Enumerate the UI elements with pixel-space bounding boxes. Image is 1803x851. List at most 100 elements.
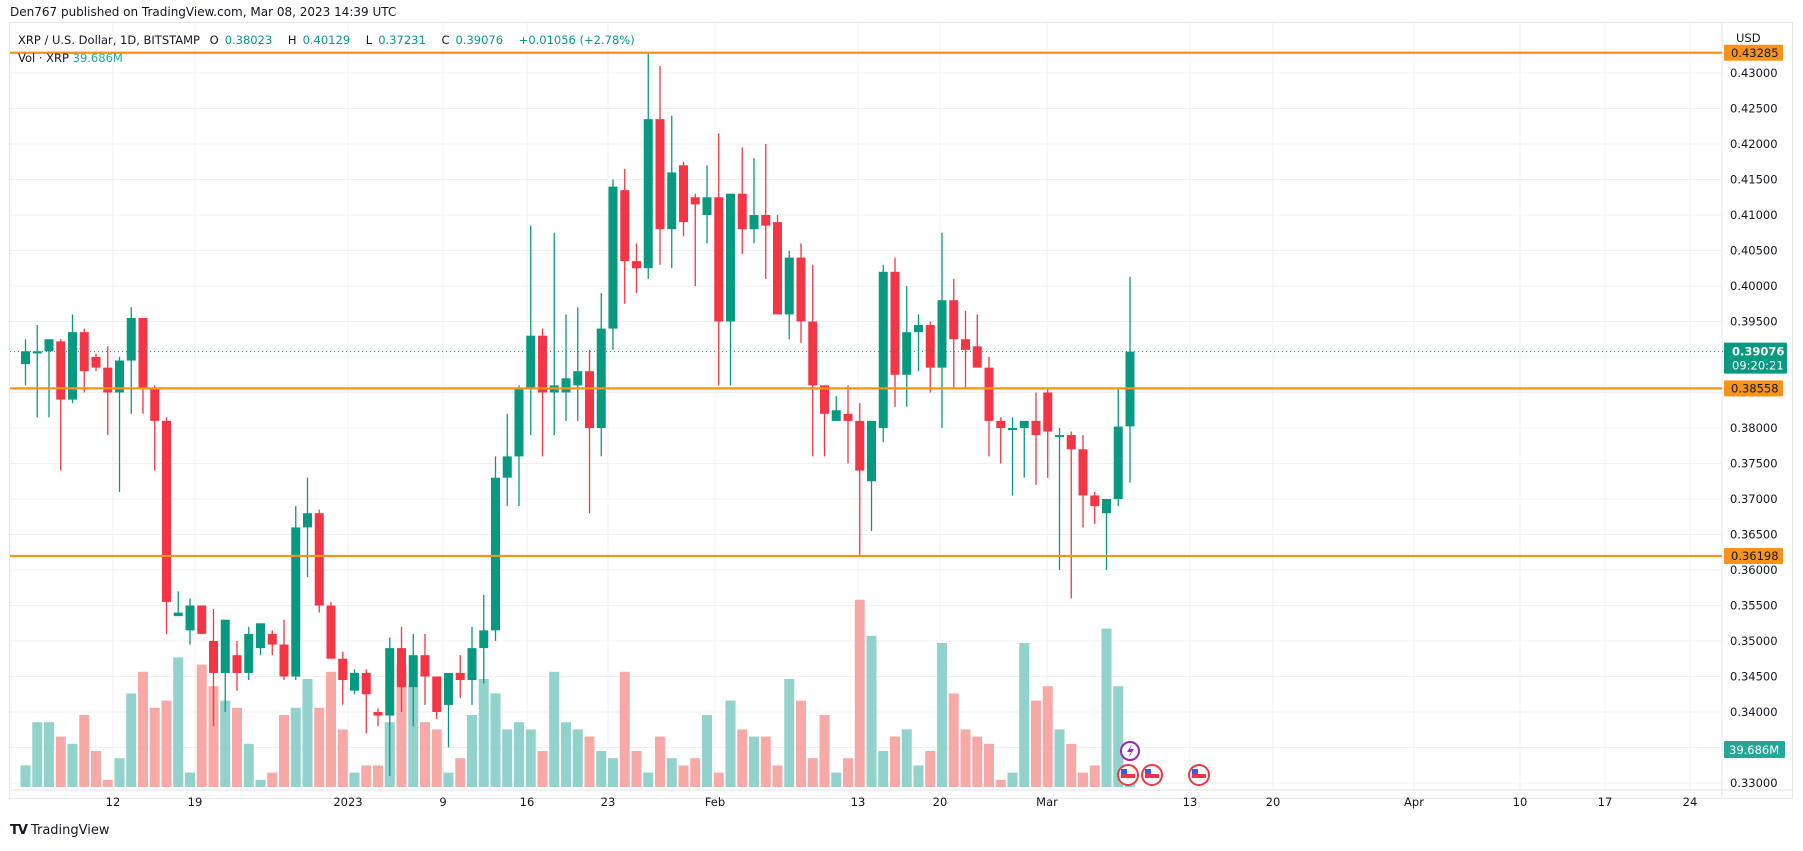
candle-body[interactable]: [408, 655, 418, 688]
candle-body[interactable]: [185, 605, 195, 631]
candle-body[interactable]: [573, 371, 583, 386]
candle-body[interactable]: [385, 648, 395, 716]
candle-body[interactable]: [514, 388, 524, 457]
candle-body[interactable]: [538, 335, 547, 393]
candle-body[interactable]: [1113, 426, 1123, 499]
candle-body[interactable]: [855, 420, 865, 471]
chart-pane[interactable]: [9, 22, 1793, 799]
candle-body[interactable]: [1090, 495, 1100, 507]
candle-body[interactable]: [68, 332, 77, 400]
candle-body[interactable]: [961, 339, 970, 350]
candle-body[interactable]: [21, 351, 30, 365]
candle-body[interactable]: [126, 317, 136, 361]
candle-body[interactable]: [643, 119, 653, 269]
candle-body[interactable]: [596, 328, 606, 428]
candle-body[interactable]: [91, 357, 101, 368]
candle-body[interactable]: [162, 420, 171, 602]
candle-body[interactable]: [808, 321, 818, 386]
candle-body[interactable]: [1102, 499, 1111, 514]
horizontal-levels[interactable]: [10, 51, 1722, 558]
candle-body[interactable]: [526, 335, 536, 389]
candle-body[interactable]: [232, 655, 242, 673]
candle-body[interactable]: [784, 257, 794, 315]
candle-body[interactable]: [972, 346, 982, 368]
candle-body[interactable]: [761, 215, 771, 226]
candle-body[interactable]: [209, 641, 218, 673]
candle-body[interactable]: [1043, 392, 1053, 432]
candle-body[interactable]: [479, 630, 489, 649]
event-markers[interactable]: [1117, 741, 1210, 786]
time-axis[interactable]: 12 19 2023 9 16 23 Feb 13 20 Mar 13 20 Apr 10 17 24: [106, 795, 1698, 809]
candle-body[interactable]: [267, 633, 277, 645]
candle-body[interactable]: [244, 633, 254, 673]
candle-body[interactable]: [115, 360, 124, 393]
candle-body[interactable]: [667, 172, 677, 230]
candle-body[interactable]: [996, 420, 1006, 428]
volume-badge[interactable]: [1724, 741, 1785, 758]
candle-body[interactable]: [937, 300, 947, 368]
candle-body[interactable]: [103, 367, 113, 393]
candle-body[interactable]: [655, 119, 665, 230]
tradingview-logo-icon[interactable]: TV: [10, 823, 28, 838]
candle-body[interactable]: [679, 165, 688, 223]
candle-body[interactable]: [796, 257, 806, 322]
candle-body[interactable]: [867, 420, 876, 482]
brand-name[interactable]: TradingView: [30, 823, 110, 838]
us-flag-event-icon[interactable]: [1188, 764, 1210, 786]
candle-body[interactable]: [220, 619, 230, 673]
candle-body[interactable]: [914, 325, 923, 333]
candle-body[interactable]: [150, 388, 160, 421]
lightning-event-icon[interactable]: [1120, 741, 1140, 761]
candle-body[interactable]: [79, 332, 89, 372]
candle-body[interactable]: [32, 351, 42, 354]
volume-label[interactable]: Vol · XRP: [18, 51, 69, 65]
candle-body[interactable]: [1078, 449, 1088, 496]
candle-body[interactable]: [256, 623, 265, 649]
candle-body[interactable]: [878, 271, 888, 428]
candle-body[interactable]: [820, 385, 829, 414]
candle-body[interactable]: [632, 261, 641, 269]
candle-body[interactable]: [397, 648, 406, 688]
candle-body[interactable]: [291, 527, 301, 677]
us-flag-event-icon[interactable]: [1117, 764, 1139, 786]
candle-body[interactable]: [984, 367, 994, 421]
candle-body[interactable]: [1008, 428, 1017, 430]
price-level-badge[interactable]: [1724, 380, 1783, 397]
price-level-badge[interactable]: [1724, 547, 1783, 564]
candle-body[interactable]: [702, 197, 712, 215]
candle-body[interactable]: [326, 605, 336, 659]
us-flag-event-icon[interactable]: [1141, 764, 1163, 786]
candle-body[interactable]: [714, 197, 724, 322]
candle-body[interactable]: [585, 371, 594, 428]
last-price-badge[interactable]: [1724, 342, 1787, 374]
candle-body[interactable]: [455, 672, 465, 681]
candle-body[interactable]: [773, 222, 782, 315]
candle-body[interactable]: [444, 672, 453, 705]
candle-body[interactable]: [338, 658, 348, 681]
candle-body[interactable]: [44, 339, 54, 352]
candle-body[interactable]: [620, 190, 630, 262]
candle-body[interactable]: [303, 513, 312, 528]
candle-body[interactable]: [467, 648, 477, 681]
candle-body[interactable]: [420, 655, 430, 677]
candle-body[interactable]: [608, 186, 618, 329]
symbol-title[interactable]: XRP / U.S. Dollar, 1D, BITSTAMP: [18, 33, 200, 47]
candle-body[interactable]: [749, 215, 759, 230]
candle-body[interactable]: [831, 410, 841, 421]
candle-body[interactable]: [726, 193, 735, 322]
candle-body[interactable]: [890, 271, 900, 375]
price-axis[interactable]: USD 0.43000 0.42500 0.42000 0.41500 0.41000 0.…: [1724, 31, 1787, 790]
candle-body[interactable]: [902, 332, 912, 375]
candle-body[interactable]: [925, 325, 935, 368]
candle-body[interactable]: [373, 712, 383, 716]
candle-body[interactable]: [843, 413, 853, 421]
candle-body[interactable]: [1066, 435, 1076, 450]
candle-body[interactable]: [502, 456, 512, 478]
candle-body[interactable]: [561, 378, 571, 393]
candle-body[interactable]: [138, 317, 148, 389]
candle-body[interactable]: [690, 197, 700, 205]
candle-body[interactable]: [1031, 420, 1041, 436]
candle-body[interactable]: [1055, 435, 1064, 438]
candle-body[interactable]: [1019, 420, 1029, 428]
